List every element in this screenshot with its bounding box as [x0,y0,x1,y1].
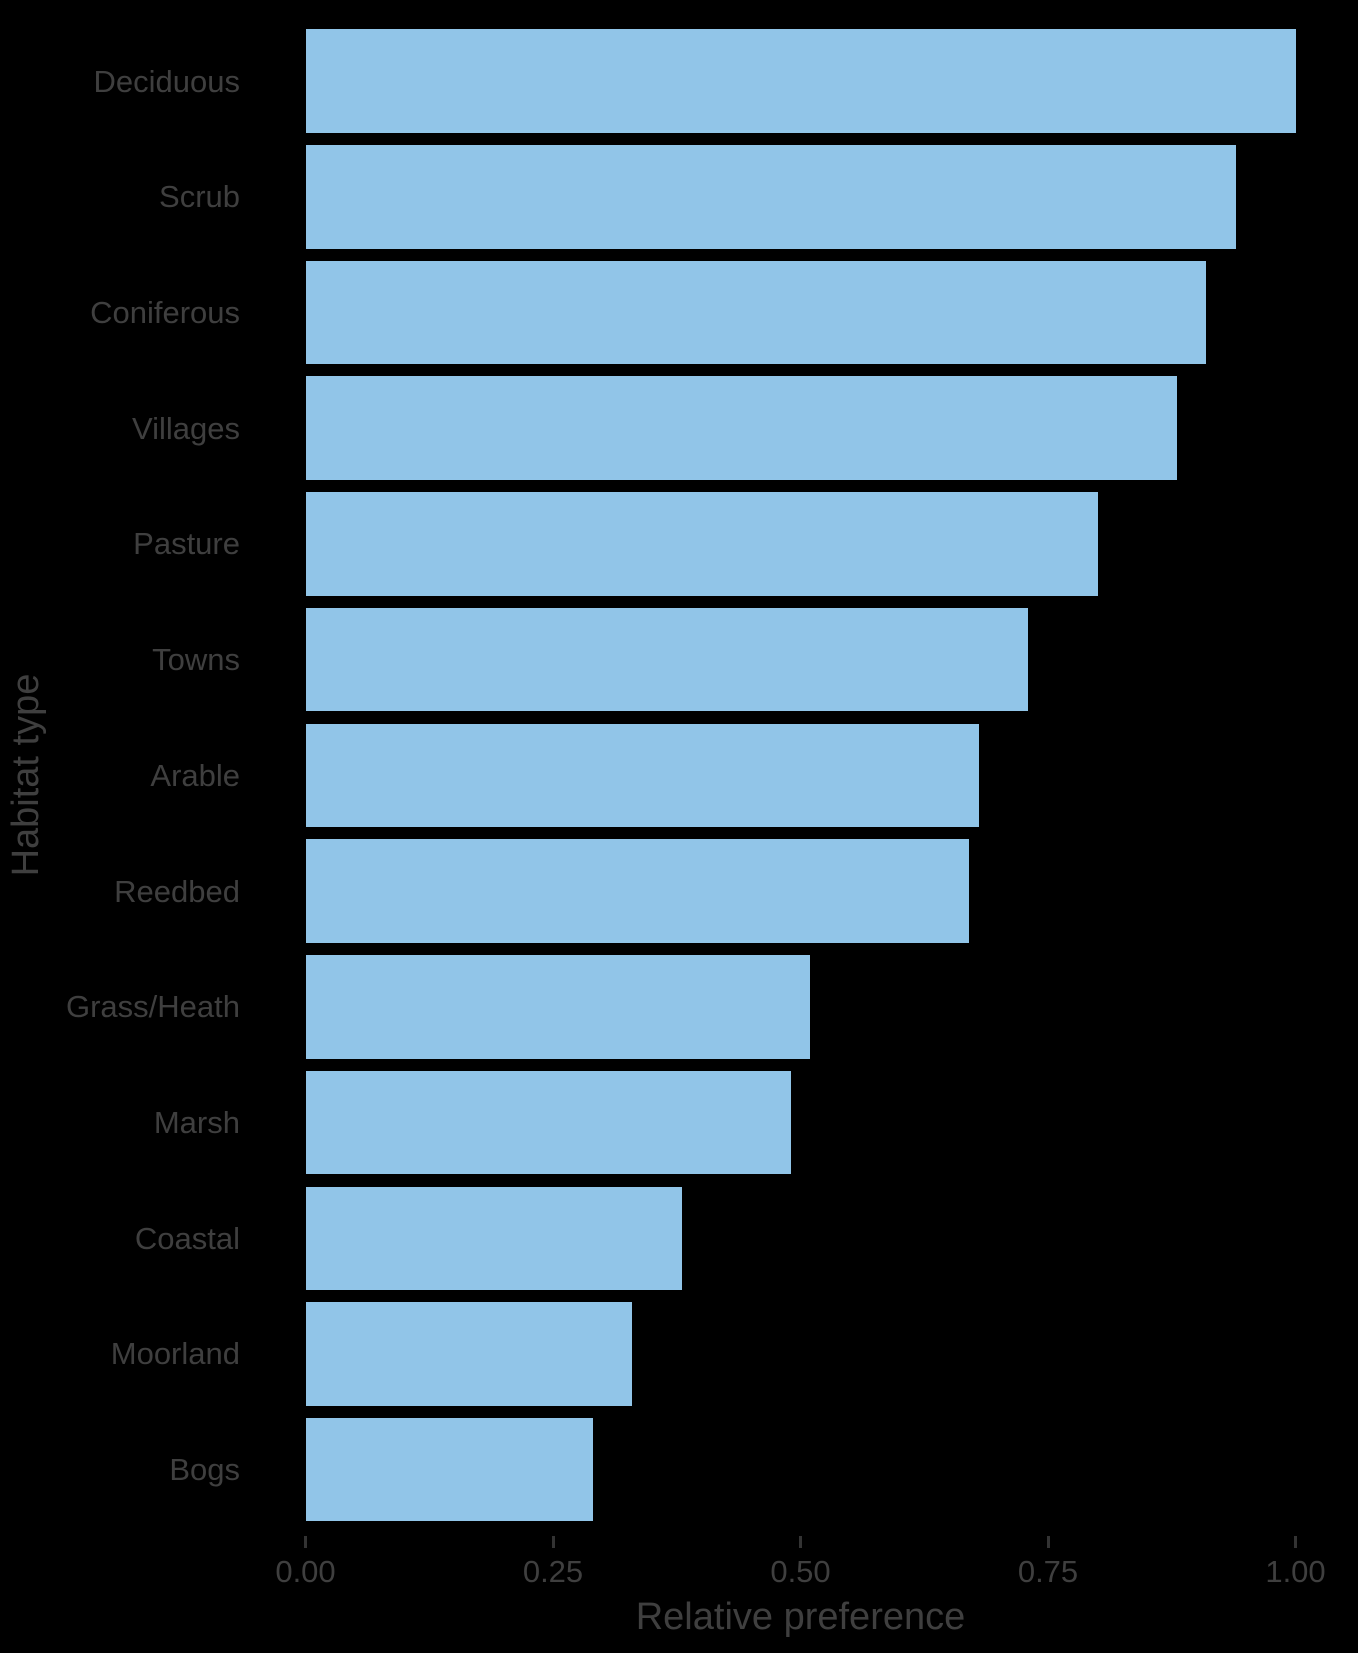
y-tick-label: Deciduous [93,63,240,99]
bar-marsh [305,1070,791,1175]
bar-coniferous [305,260,1207,365]
y-tick-label: Bogs [169,1452,240,1488]
bar-towns [305,607,1029,712]
x-tick-label: 0.25 [522,1554,584,1589]
bar-villages [305,376,1177,480]
y-tick-label: Scrub [159,179,240,215]
x-axis-title: Relative preference [635,1596,966,1638]
x-tick-mark [799,1536,802,1548]
bar-arable [305,723,979,828]
y-tick-label: Moorland [110,1336,240,1372]
bar-moorland [305,1302,633,1406]
x-tick-mark [304,1536,307,1548]
bar-scrub [305,145,1237,249]
x-tick-label: 1.00 [1265,1554,1326,1589]
y-tick-label: Coniferous [90,294,240,330]
bar-coastal [305,1186,682,1290]
x-tick-mark [1294,1536,1297,1548]
y-tick-label: Marsh [153,1105,240,1141]
y-tick-label: Reedbed [114,873,240,909]
y-tick-label: Coastal [134,1220,240,1256]
x-tick-mark [1046,1536,1050,1548]
y-axis-title: Habitat type [5,673,47,877]
y-tick-label: Towns [152,642,240,678]
bar-reedbed [305,839,969,943]
bar-bogs [305,1417,593,1522]
y-tick-label: Arable [150,757,240,793]
bar-grass-heath [305,955,811,1059]
bar-deciduous [305,29,1296,133]
bar-pasture [305,492,1098,596]
x-tick-label: 0.75 [1017,1554,1079,1589]
x-tick-label: 0.00 [275,1554,336,1589]
y-tick-label: Villages [131,410,240,446]
x-tick-label: 0.50 [770,1554,831,1589]
x-tick-mark [551,1536,555,1548]
y-tick-label: Grass/Heath [65,989,240,1025]
y-tick-label: Pasture [133,526,240,562]
